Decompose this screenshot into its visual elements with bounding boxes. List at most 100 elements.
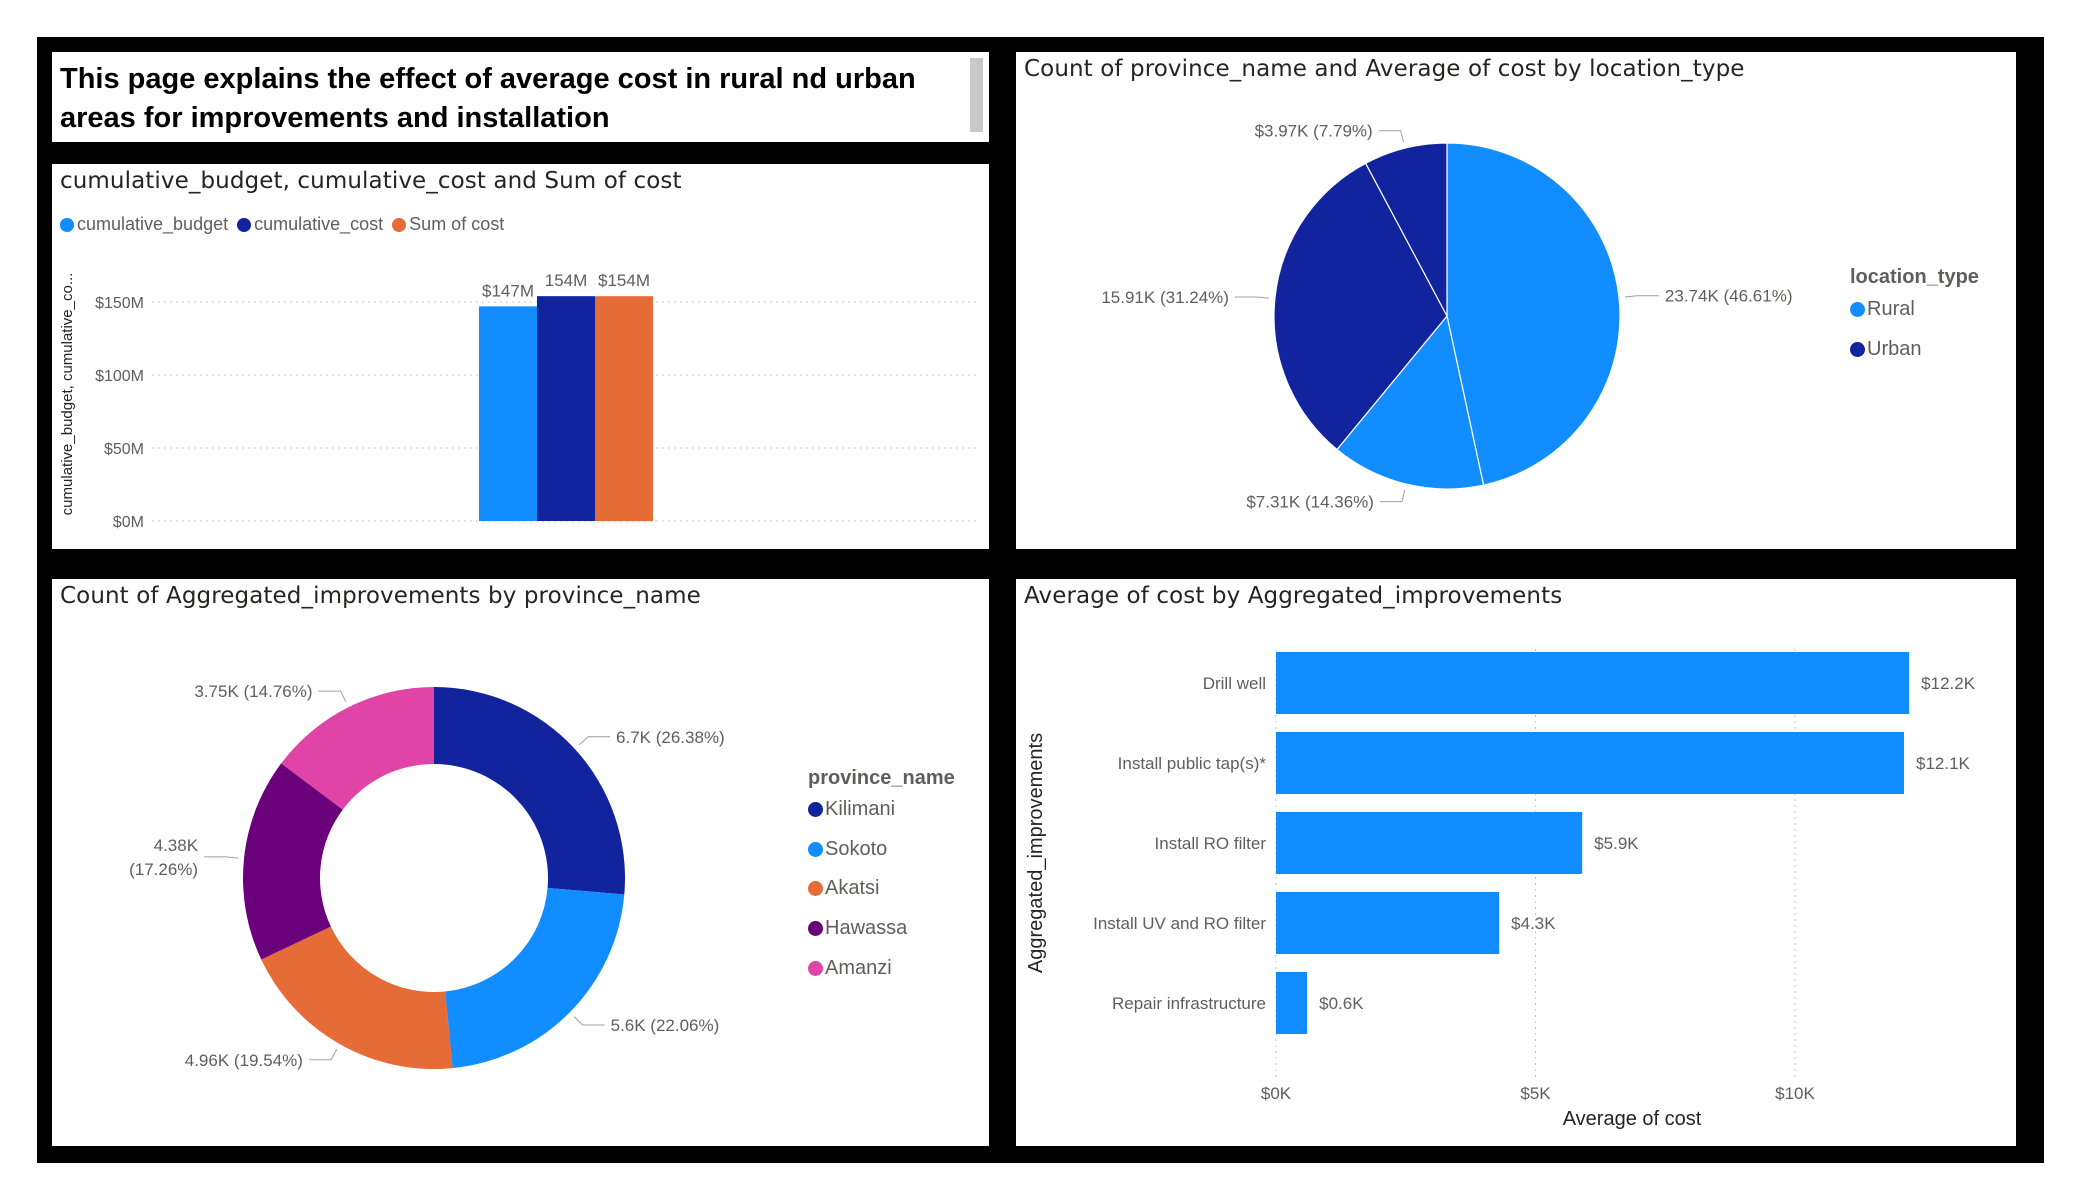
location-pie-leader-line (1378, 130, 1405, 143)
improvements-x-tick-label: $10K (1775, 1084, 1815, 1103)
improvements-y-axis-title: Aggregated_improvements (1025, 733, 1047, 973)
province-donut-leader-line (318, 690, 347, 703)
legend-marker-icon (808, 921, 823, 936)
location-legend-title: location_type (1850, 266, 1979, 288)
legend-item-rural[interactable]: Rural (1850, 298, 1915, 321)
province-donut-data-label: 3.75K (14.76%) (194, 682, 312, 701)
location-pie-data-label: $7.31K (14.36%) (1246, 493, 1374, 512)
improvements-category-label: Install RO filter (1155, 834, 1267, 853)
budget-data-label: 154M (545, 271, 588, 290)
province-donut-leader-line (204, 856, 239, 859)
improvements-x-tick-label: $5K (1520, 1084, 1551, 1103)
legend-item-akatsi[interactable]: Akatsi (808, 877, 879, 900)
title-textbox: This page explains the effect of average… (52, 52, 989, 142)
improvements-category-label: Repair infrastructure (1112, 994, 1266, 1013)
province-chart-title: Count of Aggregated_improvements by prov… (60, 583, 701, 609)
province-donut-svg: 6.7K (26.38%) 5.6K (22.06%) 4.96K (19.54%)… (129, 682, 725, 1070)
province-donut-slice[interactable] (445, 887, 625, 1069)
improvements-data-label: $0.6K (1319, 994, 1364, 1013)
improvements-bar[interactable] (1276, 732, 1904, 794)
budget-chart-panel[interactable]: cumulative_budget, cumulative_cost and S… (52, 164, 989, 549)
location-pie-leader-line (1234, 296, 1269, 299)
province-donut-slice[interactable] (434, 687, 625, 895)
province-donut-leader-line (573, 1016, 605, 1026)
improvements-category-label: Install public tap(s)* (1118, 754, 1267, 773)
legend-item-amanzi[interactable]: Amanzi (808, 957, 892, 980)
legend-marker-icon (808, 842, 823, 857)
legend-item-sum-of-cost[interactable]: Sum of cost (392, 214, 504, 235)
legend-item-cumulative-cost[interactable]: cumulative_cost (237, 214, 383, 235)
legend-label: Amanzi (825, 957, 892, 979)
legend-marker-icon (1850, 302, 1865, 317)
legend-item-cumulative-budget[interactable]: cumulative_budget (60, 214, 228, 235)
improvements-bar[interactable] (1276, 652, 1910, 714)
location-pie-slice[interactable] (1336, 314, 1485, 490)
legend-item-hawassa[interactable]: Hawassa (808, 917, 907, 940)
improvements-bar[interactable] (1276, 812, 1583, 874)
budget-chart-svg: cumulative_budget, cumulative_co... $0M $… (59, 271, 977, 531)
budget-chart-title: cumulative_budget, cumulative_cost and S… (60, 168, 682, 194)
legend-marker-icon (237, 217, 252, 232)
budget-y-axis-title: cumulative_budget, cumulative_co... (59, 273, 76, 516)
legend-label: Sum of cost (409, 214, 505, 234)
legend-marker-icon (1850, 342, 1865, 357)
legend-label: Rural (1867, 298, 1915, 320)
province-donut-data-label: (17.26%) (129, 860, 198, 879)
location-pie-data-label: $3.97K (7.79%) (1255, 122, 1373, 141)
legend-marker-icon (808, 961, 823, 976)
province-chart-panel[interactable]: Count of Aggregated_improvements by prov… (52, 579, 989, 1146)
legend-item-sokoto[interactable]: Sokoto (808, 838, 887, 861)
dashboard-canvas: This page explains the effect of average… (37, 37, 2044, 1163)
improvements-chart-title: Average of cost by Aggregated_improvemen… (1024, 583, 1563, 609)
improvements-chart-svg: Aggregated_improvements Average of cost … (1025, 649, 1976, 1130)
budget-bar[interactable] (479, 306, 537, 521)
legend-item-kilimani[interactable]: Kilimani (808, 798, 895, 821)
improvements-bar[interactable] (1276, 892, 1500, 954)
improvements-x-axis-title: Average of cost (1563, 1108, 1702, 1130)
improvements-data-label: $4.3K (1511, 914, 1556, 933)
location-chart-panel[interactable]: Count of province_name and Average of co… (1016, 52, 2016, 549)
budget-legend: cumulative_budget cumulative_cost Sum of… (60, 214, 513, 235)
province-donut-slice[interactable] (281, 687, 434, 810)
location-pie-leader-line (1379, 489, 1406, 503)
province-donut-slice[interactable] (261, 926, 453, 1069)
legend-label: cumulative_budget (77, 214, 229, 234)
location-pie-data-label: 23.74K (46.61%) (1665, 287, 1793, 306)
province-donut-data-label: 5.6K (22.06%) (611, 1016, 720, 1035)
budget-bar[interactable] (537, 296, 595, 521)
textbox-scrollbar[interactable] (970, 58, 983, 132)
budget-y-tick-label: $150M (95, 295, 144, 312)
improvements-bar[interactable] (1276, 972, 1308, 1034)
legend-label: Kilimani (825, 798, 896, 820)
province-donut-data-label: 4.38K (154, 836, 199, 855)
location-chart-title: Count of province_name and Average of co… (1024, 56, 1745, 82)
legend-label: cumulative_cost (254, 214, 384, 234)
budget-y-tick-label: $0M (113, 514, 144, 531)
legend-label: Urban (1867, 338, 1922, 360)
province-donut-leader-line (308, 1049, 338, 1061)
legend-marker-icon (808, 881, 823, 896)
legend-marker-icon (808, 802, 823, 817)
province-donut-slice[interactable] (243, 763, 343, 960)
location-pie-slice[interactable] (1364, 142, 1448, 317)
budget-bar[interactable] (595, 296, 653, 521)
location-pie-data-label: 15.91K (31.24%) (1101, 288, 1229, 307)
budget-y-tick-label: $100M (95, 368, 144, 385)
budget-data-label: $147M (482, 281, 534, 300)
improvements-category-label: Install UV and RO filter (1093, 914, 1266, 933)
improvements-chart-panel[interactable]: Average of cost by Aggregated_improvemen… (1016, 579, 2016, 1146)
province-donut-data-label: 4.96K (19.54%) (185, 1051, 303, 1070)
location-pie-leader-line (1624, 295, 1659, 298)
location-pie-svg: 23.74K (46.61%) $7.31K (14.36%) 15.91K (31… (1101, 122, 1793, 512)
legend-label: Akatsi (825, 877, 880, 899)
improvements-data-label: $12.2K (1921, 674, 1976, 693)
legend-item-urban[interactable]: Urban (1850, 338, 1921, 361)
location-pie-slice[interactable] (1446, 142, 1621, 486)
improvements-data-label: $12.1K (1916, 754, 1971, 773)
province-donut-data-label: 6.7K (26.38%) (616, 728, 725, 747)
improvements-data-label: $5.9K (1594, 834, 1639, 853)
legend-marker-icon (60, 217, 74, 232)
improvements-x-tick-label: $0K (1261, 1084, 1292, 1103)
legend-label: Hawassa (825, 917, 908, 939)
improvements-category-label: Drill well (1203, 674, 1266, 693)
